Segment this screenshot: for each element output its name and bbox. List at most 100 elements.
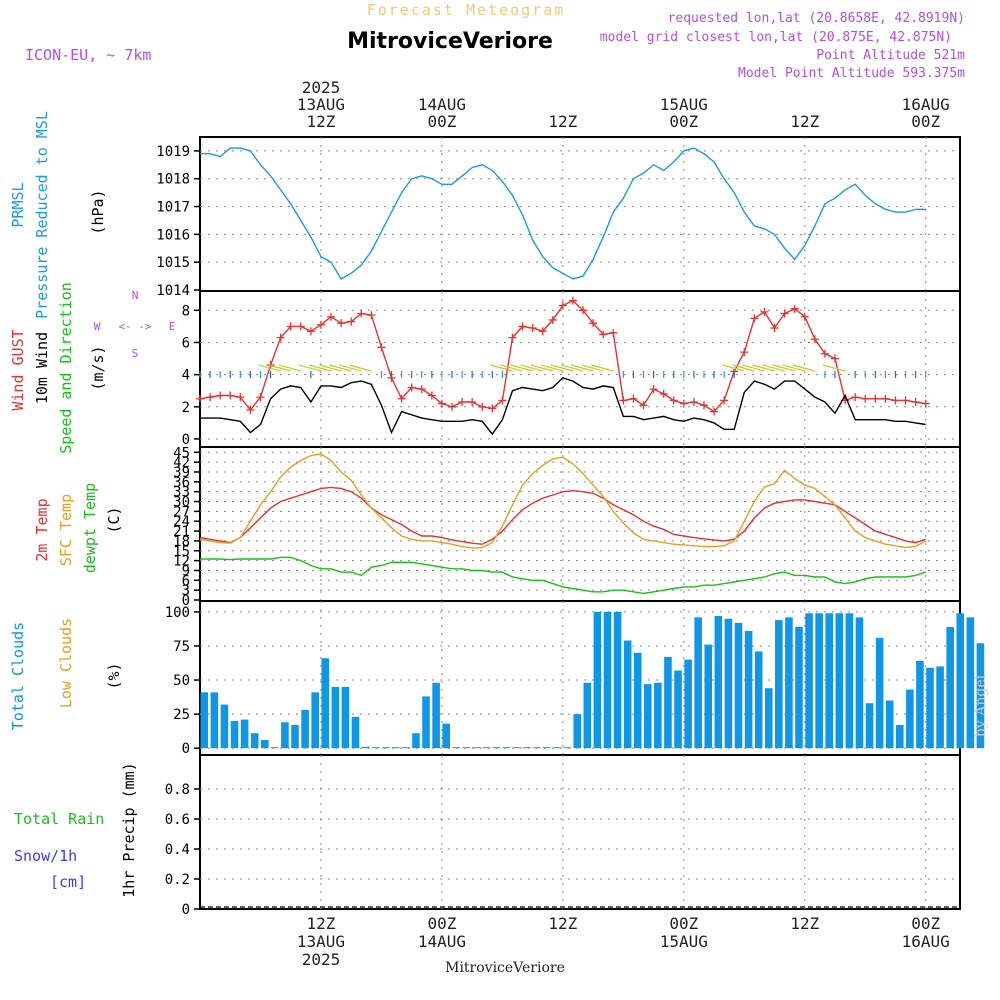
side-labels: PRMSL Pressure Reduced to MSL (hPa) Wind GU… <box>9 111 175 898</box>
cloud-bar <box>654 682 662 749</box>
y-tick-label: 2 <box>182 400 190 416</box>
y-tick-label: 0.4 <box>165 842 190 858</box>
cloud-bar <box>281 722 289 749</box>
sfc-temp-label: SFC Temp <box>57 494 75 566</box>
wind-arrow <box>550 364 574 372</box>
gust-marker <box>458 397 467 406</box>
y-tick-label: 0.6 <box>165 812 190 828</box>
cloud-bar <box>442 723 450 749</box>
y-tick-label: 15 <box>173 544 190 560</box>
series-line <box>199 486 926 545</box>
gust-marker <box>498 396 507 405</box>
cloud-bar <box>432 682 440 749</box>
wind-arrow <box>268 364 291 372</box>
bottom-time-label: 12Z <box>307 914 336 933</box>
wind-arrow <box>339 364 362 372</box>
pressure-unit: (hPa) <box>89 189 107 234</box>
panel-frame <box>199 136 961 292</box>
cloud-bar <box>775 620 783 749</box>
top-time-label: 14AUG <box>418 95 466 114</box>
compass-s: S <box>132 347 139 360</box>
gust-marker <box>699 401 708 410</box>
y-tick-label: 1017 <box>156 200 190 216</box>
wind-panel: 0 2 4 6 8 <box>182 290 961 448</box>
wind-arrow <box>772 364 795 372</box>
gust-marker <box>649 385 658 394</box>
gust-marker <box>780 309 789 318</box>
gust-marker <box>236 393 245 402</box>
gust-marker <box>710 407 719 416</box>
wind-arrow <box>308 364 332 372</box>
cloud-bar <box>815 613 823 749</box>
bottom-time-label: 14AUG <box>418 932 466 951</box>
cloud-bar <box>714 615 723 749</box>
gust-marker <box>216 391 225 400</box>
cloud-bar <box>644 684 652 749</box>
temp2m-label: 2m Temp <box>33 498 51 561</box>
gust-marker <box>206 393 215 402</box>
wind-arrow <box>762 364 785 372</box>
gust-marker <box>196 394 204 403</box>
gust-marker <box>478 402 487 411</box>
cloud-bar <box>785 617 793 749</box>
gust-marker <box>316 320 325 329</box>
point-altitude: Point Altitude 521m <box>816 48 965 63</box>
gust-marker <box>871 394 880 403</box>
gust-marker <box>256 393 265 402</box>
wind-arrow <box>500 364 523 372</box>
series-line <box>199 453 927 549</box>
wind-arrow <box>782 364 805 372</box>
cloud-bar <box>704 644 713 749</box>
wind-arrow <box>742 364 765 372</box>
gust-marker <box>488 404 497 413</box>
wind-arrow <box>570 364 594 372</box>
cloud-bar <box>250 733 259 749</box>
cloud-bar <box>482 747 491 749</box>
pressure-label: PRMSL <box>9 182 27 227</box>
gust-marker <box>286 322 295 331</box>
rain-label: Total Rain <box>14 810 104 828</box>
y-tick-label: 1015 <box>156 255 190 271</box>
temp-unit: (C) <box>105 506 123 533</box>
gust-marker <box>327 312 336 321</box>
y-tick-label: 45 <box>173 445 190 461</box>
gust-marker <box>750 314 759 323</box>
location-title: MitroviceVeriore <box>347 29 553 54</box>
cloud-bar <box>936 666 944 749</box>
cloud-bar <box>351 716 360 749</box>
y-tick-label: 18 <box>173 534 190 550</box>
gust-marker <box>468 397 477 406</box>
gust-marker <box>367 311 376 320</box>
y-tick-label: 33 <box>173 485 190 501</box>
gust-marker <box>558 301 567 310</box>
cloud-bar <box>563 747 571 749</box>
gust-marker <box>609 328 618 337</box>
top-time-label: 00Z <box>427 112 456 131</box>
gust-marker <box>337 319 346 328</box>
gust-marker <box>518 322 527 331</box>
cloud-bar <box>966 617 975 749</box>
wind-arrow <box>581 364 604 372</box>
gust-marker <box>901 396 910 405</box>
clouds-unit: (%) <box>105 662 123 689</box>
compass-arrows: <- -> <box>118 320 151 333</box>
cloud-bar <box>956 613 965 749</box>
cloud-bar <box>664 656 672 749</box>
cloud-bar <box>422 696 430 749</box>
cloud-bar <box>543 747 551 749</box>
cloud-bar <box>674 670 682 749</box>
cloud-bar <box>301 710 309 749</box>
top-time-label: 00Z <box>669 112 698 131</box>
top-time-label: 12Z <box>548 112 577 131</box>
wind-arrow <box>591 364 614 372</box>
cloud-bar <box>271 747 279 749</box>
top-time-label: 15AUG <box>660 95 708 114</box>
precip-unit: 1hr Precip (mm) <box>120 762 138 897</box>
cloud-bar <box>492 747 501 749</box>
wind-arrow <box>490 364 513 372</box>
cloud-bar <box>230 720 239 749</box>
gust-marker <box>296 322 305 331</box>
gust-marker <box>276 333 285 342</box>
cloud-bar <box>825 613 834 749</box>
